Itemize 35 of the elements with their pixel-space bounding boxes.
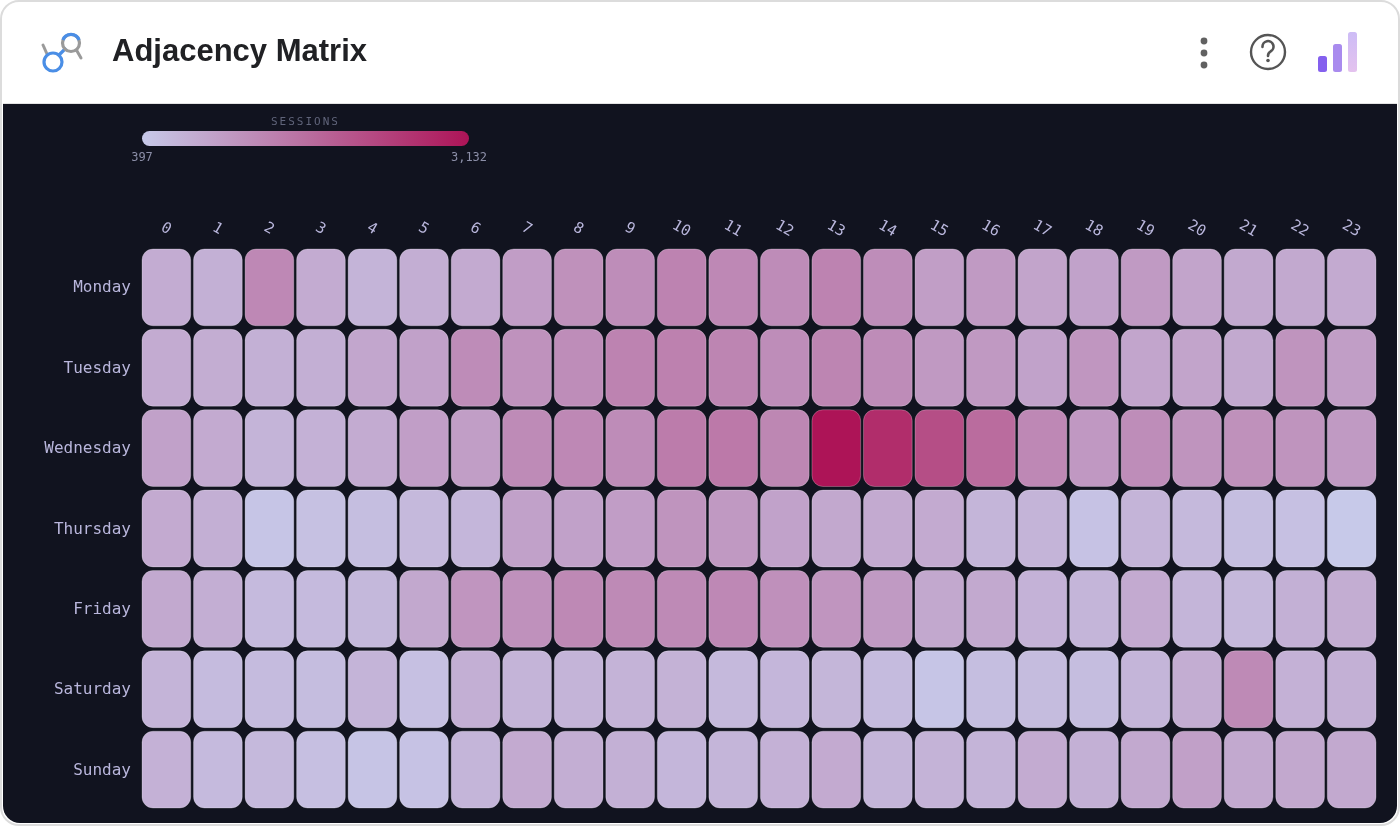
- chart-title: Adjacency Matrix: [112, 33, 368, 68]
- y-tick-label: Thursday: [53, 518, 132, 538]
- x-tick-label: 4: [364, 217, 381, 239]
- color-bar-label: 397: [131, 150, 153, 164]
- x-tick-label: 9: [621, 217, 639, 239]
- x-tick-label: 14: [875, 215, 901, 241]
- color-bar-label: 3,132: [450, 150, 488, 164]
- x-tick-label: 17: [1030, 215, 1055, 241]
- x-tick-label: 0: [157, 217, 175, 239]
- color-bar-title: SESSIONS: [271, 115, 340, 128]
- x-tick-label: 16: [978, 215, 1004, 241]
- x-tick-label: 3: [312, 217, 330, 239]
- y-tick-label: Monday: [73, 277, 132, 297]
- x-tick-label: 7: [518, 217, 536, 239]
- x-tick-label: 13: [823, 215, 849, 241]
- y-tick-label: Saturday: [53, 679, 132, 699]
- x-tick-label: 1: [209, 217, 227, 239]
- x-tick-label: 12: [772, 215, 798, 241]
- x-tick-label: 23: [1339, 215, 1364, 241]
- x-tick-label: 18: [1081, 215, 1107, 241]
- x-tick-label: 10: [669, 215, 695, 241]
- x-tick-label: 19: [1133, 215, 1158, 241]
- x-tick-label: 8: [570, 217, 588, 239]
- x-tick-label: 2: [261, 217, 278, 239]
- y-tick-label: Friday: [73, 598, 132, 618]
- x-tick-label: 5: [415, 217, 433, 239]
- x-tick-label: 15: [927, 215, 952, 241]
- x-tick-label: 6: [467, 217, 484, 239]
- x-tick-label: 11: [720, 215, 746, 241]
- y-tick-label: Wednesday: [44, 438, 132, 458]
- y-tick-label: Sunday: [73, 759, 132, 779]
- y-tick-label: Tuesday: [63, 357, 132, 377]
- x-tick-label: 22: [1287, 215, 1313, 241]
- x-tick-label: 20: [1184, 215, 1210, 241]
- x-tick-label: 21: [1236, 215, 1261, 241]
